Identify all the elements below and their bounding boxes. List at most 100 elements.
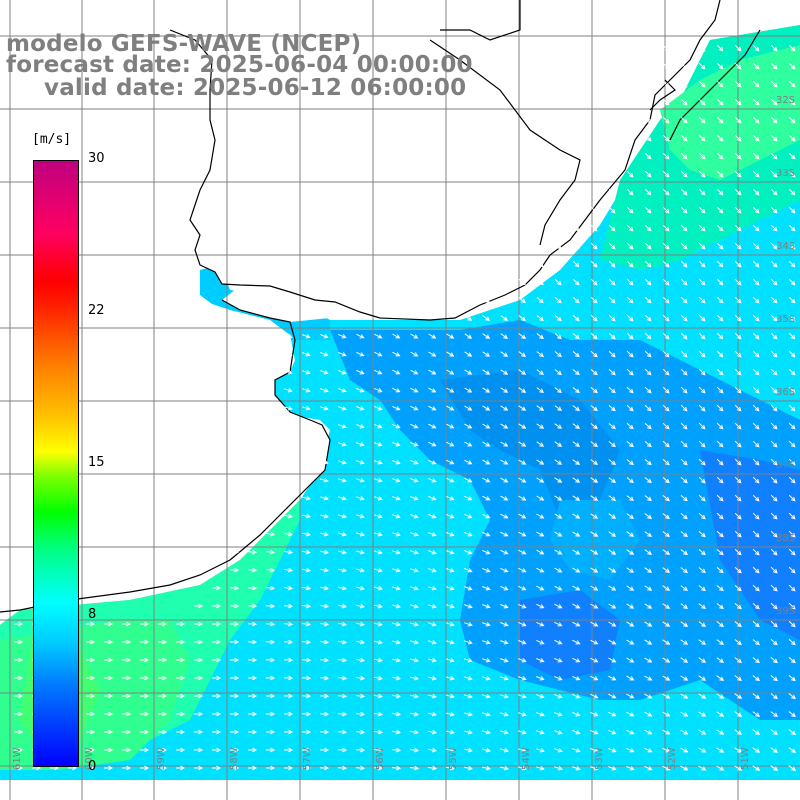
wind-arrow [409,621,419,627]
wind-arrow [122,747,132,753]
wind-arrow [374,405,383,411]
wind-arrow [536,747,545,753]
wind-arrow [230,729,240,735]
wind-arrow [482,297,491,304]
wind-arrow [608,657,617,663]
wind-arrow [698,639,707,645]
wind-arrow [212,693,222,699]
wind-arrow [680,386,688,394]
wind-arrow [355,747,366,753]
wind-arrow [716,80,724,88]
lat-label: 38S [776,533,795,544]
wind-arrow [752,188,760,196]
wind-arrow [247,639,258,645]
wind-arrow [680,531,688,538]
wind-arrow [140,639,150,645]
wind-arrow [392,405,401,411]
wind-arrow [536,260,544,268]
wind-arrow [680,62,688,70]
wind-arrow [536,279,544,286]
wind-arrow [680,675,689,681]
wind-arrow [608,531,617,537]
wind-arrow [608,549,617,555]
wind-arrow [391,657,401,663]
wind-arrow [302,747,312,753]
wind-arrow [266,513,275,519]
wind-arrow [752,314,760,322]
wind-arrow [104,711,114,717]
lon-label: 60W [84,747,95,770]
wind-arrow [86,675,96,681]
wind-arrow [716,314,724,322]
wind-arrow [518,747,527,753]
wind-arrow [644,368,652,376]
wind-arrow [554,242,562,250]
wind-arrow [464,495,473,501]
wind-arrow [734,44,742,52]
wind-arrow [194,621,204,627]
wind-arrow [716,585,724,592]
colorbar-tick-label: 22 [88,303,105,318]
wind-arrow [518,279,526,286]
wind-arrow [698,549,706,556]
wind-arrow [608,278,616,286]
wind-arrow [428,496,437,501]
wind-arrow [698,422,706,430]
wind-arrow [356,333,365,339]
wind-arrow [320,585,329,591]
wind-arrow [410,532,419,537]
wind-arrow [518,694,527,699]
wind-arrow [518,495,527,501]
wind-arrow [752,368,760,376]
wind-arrow [374,675,383,681]
wind-arrow [481,765,491,771]
wind-arrow [716,242,724,250]
wind-arrow [410,567,419,573]
wind-arrow [716,512,724,520]
wind-arrow [572,224,580,232]
wind-arrow [356,424,365,429]
wind-arrow [608,441,616,448]
wind-arrow [355,567,365,573]
wind-arrow [626,639,635,645]
wind-arrow [680,567,689,574]
wind-arrow [427,711,437,717]
wind-arrow [500,405,509,411]
wind-arrow [572,549,581,555]
wind-arrow [500,495,509,501]
wind-arrow [590,657,599,663]
wind-arrow [590,350,598,358]
wind-arrow [734,242,742,250]
wind-arrow [211,603,222,609]
wind-arrow [482,567,491,573]
wind-arrow [176,693,186,699]
wind-arrow [608,206,616,214]
wind-arrow [392,513,401,519]
wind-arrow [518,405,527,411]
wind-arrow [734,693,743,699]
wind-arrow [338,424,347,429]
wind-arrow [770,404,778,412]
wind-arrow [410,711,419,717]
wind-arrow [482,351,491,357]
wind-arrow [734,314,742,322]
wind-arrow [662,62,670,70]
wind-arrow [410,459,419,465]
wind-arrow [86,621,96,627]
wind-arrow [536,405,545,411]
wind-arrow [320,334,329,339]
wind-arrow [428,477,437,483]
wind-arrow [355,585,365,591]
wind-arrow [644,441,652,448]
wind-arrow [752,494,760,502]
wind-arrow [445,711,455,717]
wind-arrow [608,296,616,304]
wind-arrow [626,711,635,717]
wind-arrow [319,675,330,681]
wind-arrow [770,224,778,232]
wind-arrow [301,675,312,681]
wind-arrow [752,98,760,106]
wind-arrow [500,477,509,483]
wind-arrow [752,566,760,574]
wind-arrow [770,314,778,322]
